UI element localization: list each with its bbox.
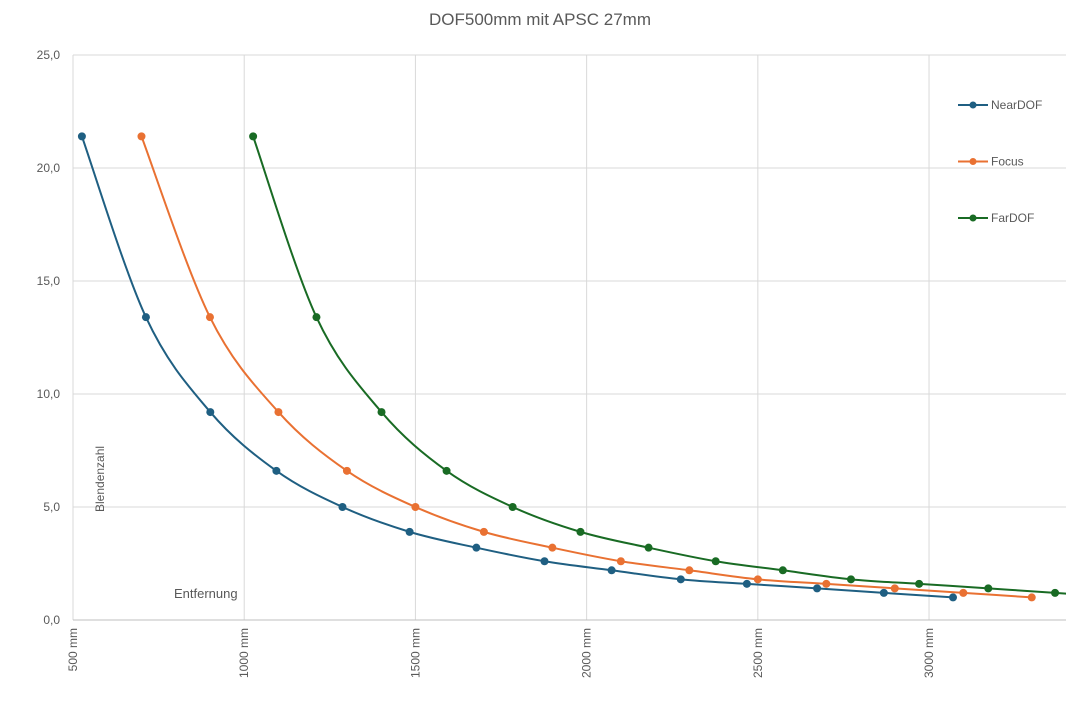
data-point [249,132,258,141]
y-tick-label: 20,0 [37,161,61,175]
data-point [137,132,146,141]
data-point [616,557,625,566]
data-point [822,579,831,588]
gridlines [72,54,1066,620]
data-point [676,575,685,584]
data-point [312,313,321,322]
data-point [508,503,517,511]
data-point [274,408,283,417]
x-tick-label: 500 mm [66,628,80,671]
data-point [272,466,281,475]
data-point [1027,593,1036,602]
y-tick-label: 25,0 [37,48,61,62]
series-fardof [249,132,1066,597]
data-point [540,557,549,566]
data-point [644,543,653,552]
y-tick-label: 15,0 [37,274,61,288]
data-point [141,313,150,322]
data-point [479,527,488,536]
x-tick-label: 1500 mm [408,628,422,678]
y-axis-label: Blendenzahl [93,446,107,512]
data-point [77,132,86,141]
data-point [442,466,451,475]
data-point [377,408,386,417]
legend-marker [969,214,977,222]
data-point [890,584,899,593]
data-point [984,584,993,593]
y-tick-label: 5,0 [43,500,60,514]
data-point [607,566,616,575]
series-neardof [77,132,958,602]
data-point [411,503,420,511]
data-point [405,527,414,536]
series-line [252,136,1066,595]
data-point [915,579,924,588]
legend-item-neardof: NearDOF [958,98,1042,112]
data-point [205,313,214,322]
axes: 0,0 5,0 10,0 15,0 20,0 25,0 500 mm 1000 mm 1500 … [37,48,1066,678]
data-point [879,588,888,597]
series-focus [137,132,1036,602]
y-tick-label: 0,0 [43,613,60,627]
x-tick-label: 2500 mm [751,628,765,678]
data-point [959,588,968,597]
legend: NearDOF Focus FarDOF [958,98,1042,225]
chart-title: DOF500mm mit APSC 27mm [429,10,651,29]
data-point [342,466,351,475]
legend-label: Focus [991,155,1024,169]
x-tick-label: 3000 mm [922,628,936,678]
data-point [685,566,694,575]
legend-item-focus: Focus [958,155,1024,169]
data-point [949,593,958,602]
legend-marker [969,101,977,109]
data-point [472,543,481,552]
data-point [711,557,720,566]
data-point [846,575,855,584]
legend-label: FarDOF [991,211,1034,225]
data-point [813,584,822,593]
series-group [77,132,1066,602]
data-point [1051,588,1060,597]
data-point [206,408,215,417]
data-point [338,503,347,511]
legend-item-fardof: FarDOF [958,211,1034,225]
data-point [742,579,751,588]
x-axis-label: Entfernung [174,586,238,601]
legend-label: NearDOF [991,98,1042,112]
x-tick-label: 2000 mm [580,628,594,678]
y-tick-label: 10,0 [37,387,61,401]
x-tick-label: 1000 mm [237,628,251,678]
legend-marker [969,158,977,165]
data-point [753,575,762,584]
data-point [576,527,585,536]
data-point [778,566,787,575]
series-line [80,136,954,599]
data-point [548,543,557,552]
